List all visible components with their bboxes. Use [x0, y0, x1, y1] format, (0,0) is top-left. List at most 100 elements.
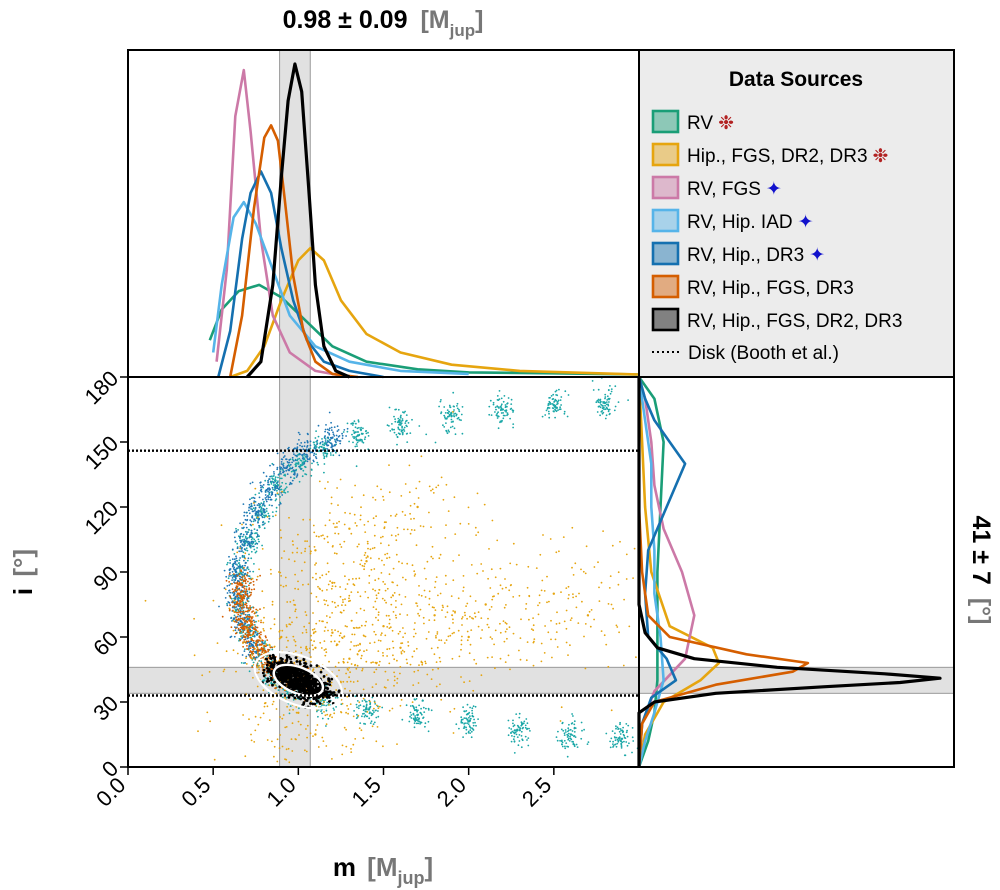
scatter-point	[547, 403, 550, 405]
scatter-point	[539, 553, 542, 556]
scatter-point	[294, 447, 296, 449]
scatter-point	[369, 700, 371, 703]
scatter-point	[293, 696, 297, 700]
scatter-point	[494, 576, 497, 579]
scatter-point	[568, 729, 570, 732]
scatter-point	[559, 406, 561, 409]
scatter-point	[242, 551, 245, 554]
scatter-point	[525, 603, 528, 605]
scatter-point	[610, 388, 613, 390]
scatter-point	[294, 454, 297, 457]
scatter-point	[556, 402, 559, 405]
scatter-point	[236, 560, 239, 562]
scatter-point	[603, 634, 606, 637]
scatter-point	[241, 597, 244, 600]
scatter-point	[458, 408, 460, 411]
scatter-point	[243, 640, 246, 643]
scatter-point	[526, 586, 529, 589]
scatter-point	[617, 737, 620, 740]
scatter-point	[317, 463, 319, 466]
scatter-point	[364, 531, 367, 533]
scatter-point	[285, 469, 288, 472]
scatter-point	[558, 388, 560, 391]
scatter-point	[243, 613, 245, 615]
scatter-point	[248, 529, 251, 531]
scatter-point	[355, 612, 358, 614]
scatter-point	[371, 696, 374, 699]
scatter-point	[236, 624, 239, 626]
scatter-point	[456, 407, 459, 410]
scatter-point	[439, 400, 442, 403]
scatter-point	[356, 664, 359, 667]
scatter-point	[500, 412, 503, 414]
scatter-point	[597, 405, 600, 408]
scatter-point	[355, 644, 358, 647]
scatter-point	[262, 508, 265, 510]
scatter-point	[254, 631, 257, 634]
scatter-point	[573, 745, 576, 748]
scatter-point	[465, 732, 468, 735]
scatter-point	[566, 745, 568, 748]
scatter-point	[251, 481, 254, 484]
scatter-point	[265, 498, 267, 501]
scatter-point	[235, 527, 237, 530]
scatter-point	[622, 664, 625, 667]
scatter-point	[504, 578, 506, 580]
scatter-point	[511, 730, 514, 733]
scatter-point	[352, 715, 355, 718]
scatter-point	[243, 575, 246, 577]
scatter-point	[473, 612, 476, 615]
scatter-point	[356, 706, 358, 709]
scatter-point	[400, 420, 403, 422]
scatter-point	[251, 643, 254, 646]
scatter-point	[242, 503, 245, 505]
scatter-point	[252, 641, 255, 644]
scatter-point	[626, 735, 629, 738]
scatter-point	[306, 460, 309, 463]
scatter-point	[326, 701, 329, 704]
scatter-point	[250, 538, 253, 541]
scatter-point	[398, 428, 401, 431]
scatter-point	[303, 675, 307, 679]
scatter-point	[336, 430, 339, 432]
scatter-point	[307, 433, 309, 436]
scatter-point	[333, 435, 336, 437]
scatter-point	[303, 671, 307, 674]
scatter-point	[245, 574, 248, 577]
scatter-point	[270, 494, 273, 496]
scatter-point	[617, 583, 620, 586]
scatter-point	[356, 680, 359, 683]
scatter-point	[520, 746, 523, 749]
scatter-point	[314, 437, 317, 439]
scatter-point	[264, 702, 266, 705]
scatter-point	[244, 622, 247, 625]
scatter-point	[313, 689, 317, 692]
scatter-point	[385, 521, 387, 524]
scatter-point	[491, 656, 493, 658]
scatter-point	[348, 597, 350, 600]
scatter-point	[286, 461, 289, 463]
scatter-point	[241, 576, 244, 578]
scatter-point	[364, 591, 367, 593]
scatter-point	[288, 458, 291, 461]
scatter-point	[277, 689, 280, 691]
scatter-point	[360, 624, 363, 627]
scatter-point	[384, 686, 387, 689]
scatter-point	[342, 658, 345, 660]
scatter-point	[447, 429, 450, 432]
scatter-point	[496, 415, 499, 417]
scatter-point	[325, 573, 328, 576]
scatter-point	[343, 540, 346, 543]
scatter-point	[271, 603, 274, 606]
scatter-point	[243, 559, 245, 562]
scatter-point	[444, 616, 447, 618]
scatter-point	[610, 390, 613, 393]
scatter-point	[458, 727, 460, 730]
scatter-point	[418, 717, 421, 720]
scatter-point	[492, 403, 495, 406]
scatter-point	[370, 714, 373, 717]
scatter-point	[454, 611, 456, 614]
scatter-point	[524, 735, 527, 738]
scatter-point	[297, 533, 299, 536]
scatter-point	[513, 740, 516, 743]
